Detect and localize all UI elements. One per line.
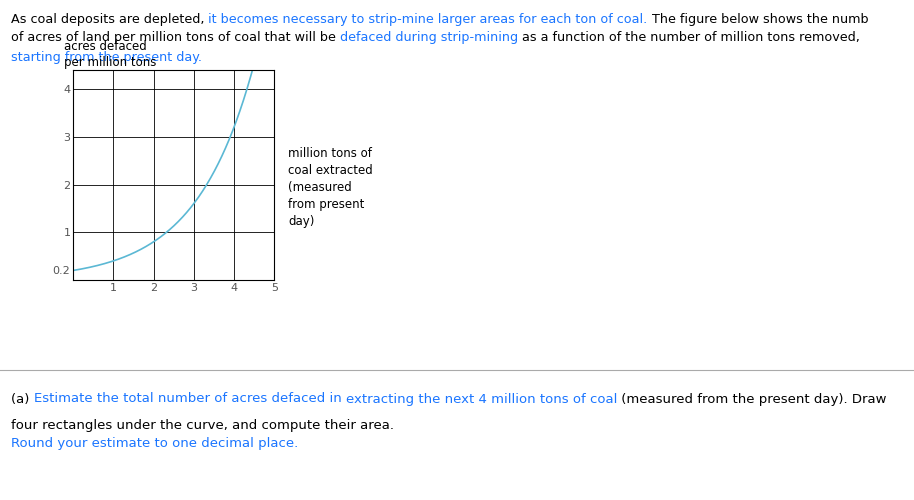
Text: The figure below shows the numb: The figure below shows the numb <box>648 12 868 26</box>
Text: of acres of land per million tons of coal that will be: of acres of land per million tons of coa… <box>11 32 340 44</box>
Text: (a): (a) <box>11 392 34 406</box>
Text: as a function of the number of million tons removed,: as a function of the number of million t… <box>518 32 860 44</box>
Text: it becomes necessary to strip-mine larger areas for each ton of coal.: it becomes necessary to strip-mine large… <box>208 12 648 26</box>
Text: (measured from the present day). Draw: (measured from the present day). Draw <box>617 392 887 406</box>
Text: starting from the present day.: starting from the present day. <box>11 50 202 64</box>
Text: extracting the next 4 million tons of coal: extracting the next 4 million tons of co… <box>345 392 617 406</box>
Text: Round your estimate to one decimal place.: Round your estimate to one decimal place… <box>11 436 298 450</box>
Text: million tons of
coal extracted
(measured
from present
day): million tons of coal extracted (measured… <box>288 147 373 228</box>
Text: Estimate the total number of acres defaced in: Estimate the total number of acres defac… <box>34 392 345 406</box>
Text: defaced during strip-mining: defaced during strip-mining <box>340 32 518 44</box>
Text: As coal deposits are depleted,: As coal deposits are depleted, <box>11 12 208 26</box>
Text: acres defaced
per million tons: acres defaced per million tons <box>64 40 156 69</box>
Text: four rectangles under the curve, and compute their area.: four rectangles under the curve, and com… <box>11 419 394 432</box>
